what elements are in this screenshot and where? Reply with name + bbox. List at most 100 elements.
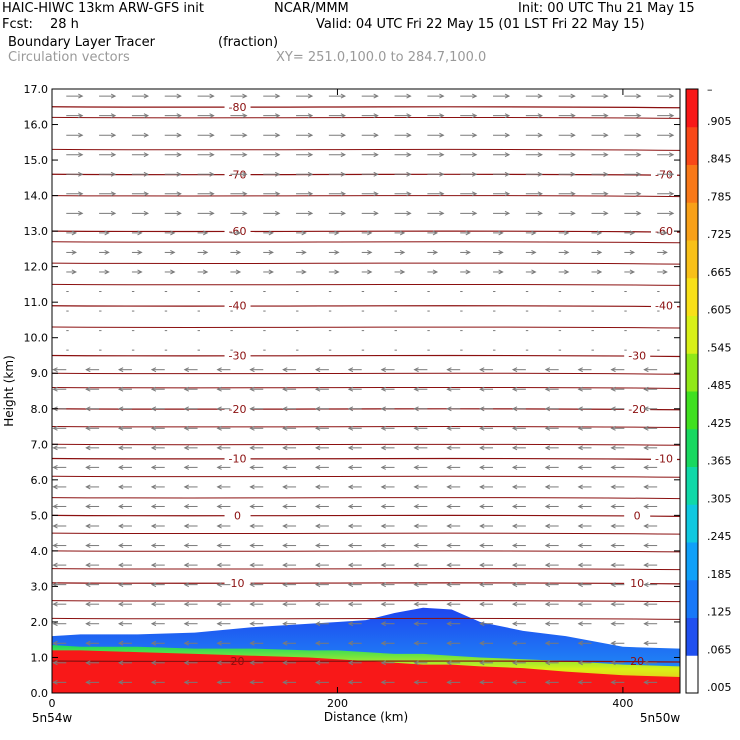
wind-vector-head <box>373 93 379 99</box>
wind-vector-head <box>380 386 386 392</box>
wind-vector-head <box>249 582 255 588</box>
wind-vector-head <box>150 464 157 470</box>
wind-vector-head <box>118 601 124 607</box>
y-tick-label: 2.0 <box>31 616 49 629</box>
wind-vector-head <box>511 660 518 666</box>
wind-vector-head <box>577 504 583 509</box>
wind-vector-head <box>511 464 518 470</box>
colorbar-swatch <box>686 277 698 316</box>
wind-vector-head <box>373 132 379 138</box>
wind-vector-head <box>150 386 157 392</box>
contour-label-bg <box>624 509 651 522</box>
wind-vector-head <box>340 93 347 99</box>
wind-vector-head <box>150 562 157 568</box>
wind-vector-head <box>544 543 551 549</box>
colorbar-swatch <box>686 315 698 354</box>
wind-vector-head <box>78 191 84 197</box>
wind-vector-head <box>249 504 255 509</box>
contour-line <box>52 582 680 585</box>
wind-vector-head <box>367 249 373 255</box>
contour-label-bg <box>224 299 251 312</box>
contour-line <box>52 283 680 286</box>
contour-label-bg <box>224 576 251 589</box>
y-tick-label: 1.0 <box>31 651 49 664</box>
wind-vector-head <box>643 386 649 392</box>
wind-vector-head <box>52 386 58 392</box>
wind-vector-head <box>610 660 616 666</box>
y-tick-label: 11.0 <box>24 296 49 309</box>
wind-vector-head <box>216 660 222 666</box>
wind-vector-head <box>118 640 124 646</box>
wind-vector-head <box>479 504 485 509</box>
wind-vector-head <box>183 679 190 685</box>
wind-vector-head <box>301 269 307 275</box>
wind-vector-head <box>471 191 478 197</box>
wind-vector-head <box>537 132 543 138</box>
wind-vector-head <box>636 171 642 177</box>
wind-vector-head <box>610 640 616 646</box>
wind-vector-head <box>399 230 406 236</box>
wind-vector-head <box>85 562 91 568</box>
wind-vector-head <box>610 601 616 607</box>
wind-vector-head <box>380 523 386 529</box>
wind-vector-head <box>446 679 452 685</box>
wind-vector-head <box>544 523 551 529</box>
wind-vector-head <box>110 171 117 177</box>
wind-vector-head <box>85 601 91 607</box>
wind-vector-head <box>643 464 649 470</box>
wind-vector-head <box>118 484 124 490</box>
wind-vector-head <box>564 230 570 236</box>
contour-label: -40 <box>655 300 673 313</box>
wind-vector-head <box>275 152 281 158</box>
wind-vector-head <box>52 504 58 509</box>
wind-vector-head <box>380 484 386 490</box>
wind-vector-head <box>314 640 321 646</box>
wind-vector-head <box>511 582 518 588</box>
wind-vector-head <box>544 621 551 627</box>
wind-vector-head <box>282 367 288 373</box>
axes: 0.0 1.0 2.0 3.0 4.0 5.0 6.0 7.0 8.0 9.0 10.0 11.0 12… <box>2 83 681 725</box>
wind-vector-head <box>314 504 321 509</box>
colorbar-swatch <box>686 89 698 128</box>
wind-vector-head <box>216 406 222 412</box>
wind-vector-head <box>380 464 386 470</box>
wind-vector-head <box>643 484 649 490</box>
wind-vector-head <box>268 249 274 255</box>
wind-vector-head <box>668 132 675 138</box>
wind-vector-head <box>373 171 379 177</box>
wind-vector-head <box>176 113 182 119</box>
wind-vector-head <box>216 464 222 470</box>
wind-vector-head <box>150 601 157 607</box>
wind-vector-head <box>209 191 215 197</box>
wind-vector-head <box>643 445 649 451</box>
wind-vector-head <box>504 132 511 138</box>
wind-vector-head <box>314 406 321 412</box>
wind-vector-head <box>183 640 190 646</box>
wind-vector-head <box>183 406 190 412</box>
wind-vector-head <box>636 152 642 158</box>
wind-vector-head <box>347 406 354 412</box>
wind-vector-head <box>235 249 242 255</box>
wind-vector-head <box>380 582 386 588</box>
colorbar-label: .005 <box>707 681 732 694</box>
contour-label: -20 <box>628 403 646 416</box>
wind-vector-head <box>216 679 222 685</box>
y-tick-label: 15.0 <box>24 154 49 167</box>
wind-vector-head <box>479 386 485 392</box>
wind-vector-head <box>347 386 354 392</box>
colorbar-label: .845 <box>707 153 732 166</box>
contour-line <box>52 568 680 571</box>
wind-vector-head <box>249 425 255 431</box>
wind-vector-head <box>307 171 314 177</box>
wind-vector-head <box>282 543 288 549</box>
wind-vector-head <box>78 113 84 119</box>
wind-vector-head <box>479 640 485 646</box>
wind-vector-head <box>511 445 518 451</box>
wind-vector-head <box>504 171 511 177</box>
x-tick-label: 0 <box>49 697 56 710</box>
contour-line <box>52 457 680 461</box>
wind-vector-head <box>479 562 485 568</box>
wind-vector-head <box>610 386 616 392</box>
wind-vector-head <box>465 230 471 236</box>
